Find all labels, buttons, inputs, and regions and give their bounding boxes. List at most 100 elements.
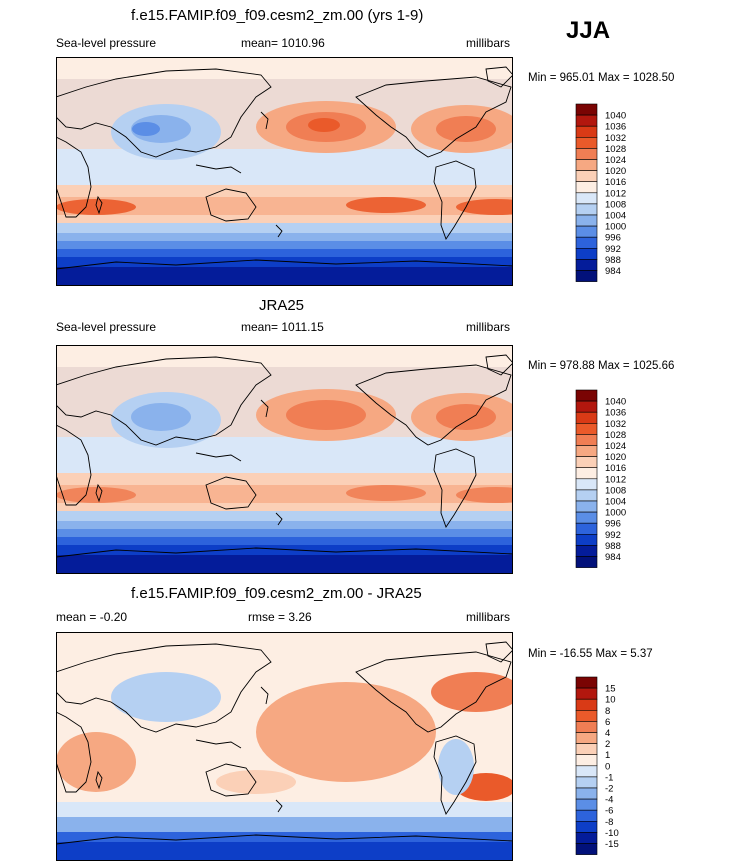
colorbar-box (575, 545, 598, 557)
colorbar-tick-label: 1008 (605, 199, 626, 210)
field-band (56, 267, 513, 286)
field-band (56, 842, 513, 861)
field-band (56, 511, 513, 521)
colorbar-box (575, 103, 598, 116)
colorbar-box (575, 236, 598, 249)
colorbar-box (575, 434, 598, 446)
colorbar-tick-label: 992 (605, 244, 621, 255)
coastline (275, 799, 283, 813)
colorbar-box (575, 676, 598, 689)
colorbar-box (575, 170, 598, 182)
colorbar-box (575, 821, 598, 833)
colorbar-tick-label: 1032 (605, 419, 626, 430)
colorbar-tick-label: 1020 (605, 166, 626, 177)
colorbar-tick-label: 1024 (605, 155, 626, 166)
field-band (56, 257, 513, 267)
field-band (56, 817, 513, 832)
panel-1-minmax: Min = 965.01 Max = 1028.50 (528, 72, 675, 84)
colorbar-tick-label: 1024 (605, 441, 626, 452)
field-high (436, 404, 496, 430)
field-band (56, 445, 513, 473)
colorbar-box (575, 192, 598, 205)
colorbar-tick-label: -6 (605, 806, 613, 817)
colorbar-box (575, 159, 598, 171)
coastline (56, 259, 513, 270)
field-band (56, 545, 513, 555)
coastline (56, 547, 513, 558)
colorbar-box (575, 456, 598, 468)
colorbar-tick-label: 1012 (605, 474, 626, 485)
colorbar-tick-label: 1000 (605, 508, 626, 519)
coastline (56, 643, 272, 733)
field-positive (256, 682, 436, 782)
colorbar-tick-label: 15 (605, 684, 616, 695)
colorbar-tick-label: 984 (605, 552, 621, 563)
colorbar-box (575, 181, 598, 194)
coastline (95, 195, 103, 215)
colorbar-tick-label: 1008 (605, 485, 626, 496)
coastline (205, 763, 257, 797)
colorbar-box (575, 787, 598, 800)
field-high (346, 485, 426, 501)
map-border (56, 632, 513, 861)
panel-2-left-label: Sea-level pressure (56, 320, 157, 334)
coastline (56, 68, 272, 158)
field-high (456, 487, 513, 503)
colorbar-box (575, 522, 598, 535)
field-high (56, 487, 136, 503)
colorbar-box (575, 248, 598, 260)
panel-1-units: millibars (466, 36, 511, 50)
panel-1-colorbar: 1040103610321028102410201016101210081004… (575, 103, 626, 282)
field-low (132, 122, 160, 136)
panel-3-mean: mean = -0.20 (56, 610, 128, 624)
field-band (56, 57, 513, 79)
field-high (286, 400, 366, 430)
panel-2-mean: mean= 1011.15 (241, 320, 324, 334)
panel-1-title: f.e15.FAMIP.f09_f09.cesm2_zm.00 (yrs 1-9… (131, 7, 424, 24)
colorbar-tick-label: 1040 (605, 111, 626, 122)
colorbar-box (575, 489, 598, 502)
colorbar-tick-label: 1032 (605, 133, 626, 144)
colorbar-tick-label: 6 (605, 717, 610, 728)
colorbar-box (575, 843, 598, 855)
field-high (56, 199, 136, 215)
colorbar-tick-label: -4 (605, 795, 613, 806)
colorbar-tick-label: 4 (605, 728, 610, 739)
colorbar-tick-label: 1012 (605, 188, 626, 199)
field-positive (56, 732, 136, 792)
colorbar-box (575, 114, 598, 127)
field-band (56, 223, 513, 233)
field-positive (431, 672, 513, 712)
colorbar-tick-label: 10 (605, 695, 616, 706)
coastline (485, 641, 513, 663)
colorbar-tick-label: 1004 (605, 211, 626, 222)
panel-3-map (56, 632, 513, 861)
panel-2-minmax: Min = 978.88 Max = 1025.66 (528, 360, 675, 372)
field-band (56, 537, 513, 545)
colorbar-box (575, 445, 598, 457)
coastline (56, 356, 272, 446)
field-low (131, 403, 191, 431)
panel-3-rmse: rmse = 3.26 (248, 610, 312, 624)
coastline (195, 739, 242, 749)
coastline (485, 66, 513, 88)
coastline (355, 364, 512, 446)
coastline (355, 76, 512, 158)
colorbar-box (575, 754, 598, 767)
colorbar-tick-label: 1028 (605, 430, 626, 441)
map-border (56, 345, 513, 574)
field-band (56, 241, 513, 249)
colorbar-tick-label: 996 (605, 233, 621, 244)
colorbar-tick-label: 992 (605, 530, 621, 541)
map-border (56, 57, 513, 286)
colorbar-box (575, 422, 598, 435)
field-negative (438, 739, 474, 795)
colorbar-box (575, 698, 598, 711)
colorbar-tick-label: 0 (605, 761, 610, 772)
panel-2-colorbar: 1040103610321028102410201016101210081004… (575, 389, 626, 568)
coastline (260, 111, 269, 130)
colorbar-box (575, 765, 598, 778)
colorbar-box (575, 400, 598, 413)
colorbar-tick-label: 2 (605, 739, 610, 750)
